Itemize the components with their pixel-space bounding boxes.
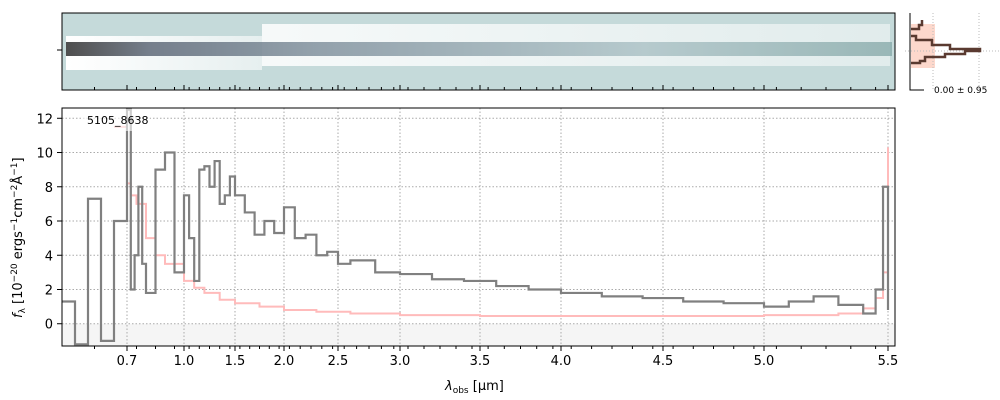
ticks: 0.7 1.0 1.5 2.0 2.5 3.0 3.5 4.0 4.5 5.0 5.5 0 2 4 6 8 10…	[36, 85, 898, 369]
object-label: 5105_8638	[87, 114, 149, 127]
main-frame	[61, 107, 896, 347]
below-zero-shading	[62, 323, 895, 346]
x-tick-label: 1.0	[174, 354, 195, 369]
x-axis-label: λobs [μm]	[444, 379, 504, 396]
y-tick-label: 12	[36, 112, 53, 127]
y-tick-label: 10	[36, 147, 53, 162]
y-axis-label: fλ [10−20 ergs−1cm−2Å−1]	[10, 157, 28, 318]
histogram-panel: 0.00 ± 0.95	[905, 13, 1000, 96]
panel-2d-trace	[66, 42, 892, 56]
histogram-steps	[911, 20, 982, 65]
grid	[62, 108, 895, 346]
series-model	[114, 125, 889, 318]
y-tick-label: 4	[45, 249, 53, 264]
y-tick-label: 6	[45, 215, 53, 230]
x-tick-label: 2.0	[274, 354, 295, 369]
spectrum-2d-panel	[57, 12, 896, 91]
x-tick-label: 4.0	[551, 354, 572, 369]
y-tick-label: 8	[45, 181, 53, 196]
label-background	[83, 109, 150, 131]
y-tick-label: 0	[45, 318, 53, 333]
panel-2d-frame	[61, 12, 896, 91]
histogram-label: 0.00 ± 0.95	[934, 86, 987, 96]
x-tick-label: 4.5	[653, 354, 674, 369]
y-tick-label: 2	[45, 283, 53, 298]
x-tick-label: 3.5	[470, 354, 491, 369]
spectrum-1d-panel: 5105_8638 0.7 1.0 1.5 2.0 2.5 3.0 3.5 4.0 4.5 5.0…	[10, 85, 898, 396]
x-tick-label: 5.0	[754, 354, 775, 369]
histogram-axes	[909, 13, 924, 91]
x-tick-label: 1.5	[225, 354, 246, 369]
series-spectrum	[62, 108, 890, 346]
x-tick-label: 0.7	[117, 354, 138, 369]
series-group	[62, 108, 890, 346]
x-tick-label: 3.0	[390, 354, 411, 369]
x-tick-label: 2.5	[328, 354, 349, 369]
x-tick-label: 5.5	[878, 354, 899, 369]
